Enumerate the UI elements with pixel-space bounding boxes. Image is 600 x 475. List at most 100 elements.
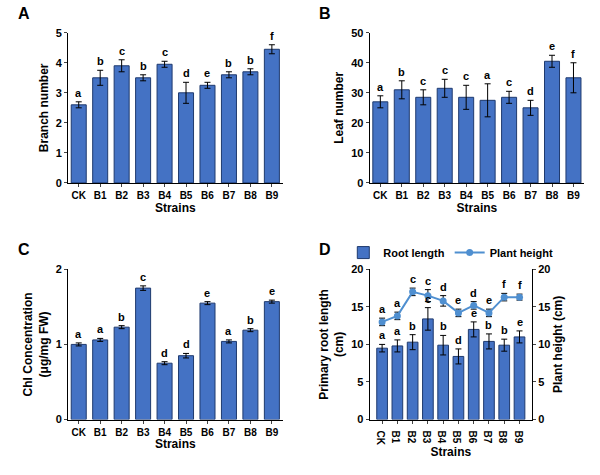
svg-text:a: a	[377, 81, 384, 93]
svg-text:0: 0	[56, 177, 62, 189]
svg-text:B9: B9	[513, 431, 524, 444]
svg-text:4: 4	[56, 57, 63, 69]
svg-text:B9: B9	[567, 190, 580, 201]
svg-text:B7: B7	[482, 431, 493, 444]
svg-text:c: c	[506, 76, 512, 88]
svg-text:B2: B2	[115, 427, 128, 438]
svg-text:CK: CK	[375, 431, 386, 446]
svg-text:f: f	[502, 278, 506, 290]
svg-text:b: b	[409, 320, 416, 332]
svg-text:B7: B7	[223, 427, 236, 438]
svg-text:e: e	[204, 67, 210, 79]
svg-text:c: c	[140, 271, 146, 283]
svg-text:B6: B6	[201, 190, 214, 201]
svg-text:50: 50	[351, 27, 363, 39]
svg-text:b: b	[247, 314, 254, 326]
svg-text:d: d	[161, 347, 168, 359]
svg-text:B4: B4	[436, 431, 447, 444]
svg-text:0: 0	[538, 413, 544, 425]
svg-text:e: e	[517, 316, 523, 328]
svg-text:CK: CK	[72, 427, 87, 438]
svg-text:C: C	[18, 241, 30, 258]
svg-text:c: c	[420, 75, 426, 87]
svg-text:B5: B5	[481, 190, 494, 201]
svg-text:d: d	[470, 287, 477, 299]
svg-text:b: b	[398, 66, 405, 78]
svg-text:20: 20	[351, 263, 363, 275]
svg-text:Strains: Strains	[430, 445, 471, 459]
svg-text:Strains: Strains	[155, 438, 196, 452]
svg-text:15: 15	[351, 301, 363, 313]
svg-text:c: c	[410, 273, 416, 285]
svg-text:d: d	[183, 338, 190, 350]
svg-text:20: 20	[538, 263, 550, 275]
svg-text:a: a	[75, 87, 82, 99]
svg-text:1: 1	[56, 147, 62, 159]
svg-text:2: 2	[56, 263, 62, 275]
svg-text:a: a	[379, 303, 386, 315]
svg-text:B1: B1	[390, 431, 401, 444]
svg-text:B2: B2	[406, 431, 417, 444]
svg-text:Strains: Strains	[457, 201, 498, 215]
svg-text:B7: B7	[223, 190, 236, 201]
svg-text:B5: B5	[451, 431, 462, 444]
svg-text:e: e	[549, 40, 555, 52]
svg-text:B3: B3	[421, 431, 432, 444]
svg-text:B8: B8	[244, 427, 257, 438]
svg-text:10: 10	[351, 338, 363, 350]
svg-text:c: c	[425, 293, 431, 305]
svg-text:e: e	[486, 294, 492, 306]
svg-text:B2: B2	[417, 190, 430, 201]
svg-text:a: a	[225, 325, 232, 337]
svg-text:b: b	[485, 319, 492, 331]
svg-text:Root length: Root length	[383, 247, 444, 259]
svg-text:c: c	[162, 46, 168, 58]
svg-text:Chl Concentration(μg/mg FW): Chl Concentration(μg/mg FW)	[21, 292, 51, 396]
svg-text:B9: B9	[265, 190, 278, 201]
svg-text:B9: B9	[265, 427, 278, 438]
svg-text:B4: B4	[158, 190, 171, 201]
svg-text:B2: B2	[115, 190, 128, 201]
svg-text:B3: B3	[438, 190, 451, 201]
svg-text:5: 5	[538, 376, 544, 388]
svg-text:c: c	[119, 45, 125, 57]
svg-text:Plant height (cm): Plant height (cm)	[551, 296, 565, 393]
svg-text:d: d	[455, 334, 462, 346]
svg-text:b: b	[118, 311, 125, 323]
svg-text:e: e	[204, 287, 210, 299]
svg-text:b: b	[97, 55, 104, 67]
svg-text:5: 5	[357, 376, 363, 388]
svg-text:20: 20	[351, 117, 363, 129]
svg-text:CK: CK	[72, 190, 87, 201]
svg-text:B4: B4	[460, 190, 473, 201]
svg-text:B8: B8	[497, 431, 508, 444]
svg-text:d: d	[527, 85, 534, 97]
svg-text:B5: B5	[180, 427, 193, 438]
svg-text:a: a	[97, 323, 104, 335]
svg-text:15: 15	[538, 301, 550, 313]
svg-text:a: a	[379, 329, 386, 341]
svg-text:b: b	[440, 320, 447, 332]
svg-text:B3: B3	[137, 190, 150, 201]
svg-text:CK: CK	[373, 190, 388, 201]
svg-text:f: f	[571, 48, 575, 60]
svg-text:A: A	[18, 5, 30, 22]
svg-text:b: b	[501, 324, 508, 336]
svg-text:5: 5	[56, 27, 62, 39]
svg-text:B6: B6	[201, 427, 214, 438]
svg-text:B1: B1	[395, 190, 408, 201]
svg-text:B6: B6	[467, 431, 478, 444]
svg-text:B8: B8	[546, 190, 559, 201]
svg-text:10: 10	[538, 338, 550, 350]
svg-text:10: 10	[351, 147, 363, 159]
svg-text:Branch number: Branch number	[37, 63, 51, 152]
svg-text:e: e	[269, 285, 275, 297]
svg-text:b: b	[247, 54, 254, 66]
svg-text:B: B	[319, 5, 331, 22]
svg-text:a: a	[75, 328, 82, 340]
svg-text:B1: B1	[94, 427, 107, 438]
svg-text:0: 0	[357, 177, 363, 189]
svg-text:f: f	[518, 279, 522, 291]
svg-text:a: a	[394, 325, 401, 337]
svg-text:B4: B4	[158, 427, 171, 438]
